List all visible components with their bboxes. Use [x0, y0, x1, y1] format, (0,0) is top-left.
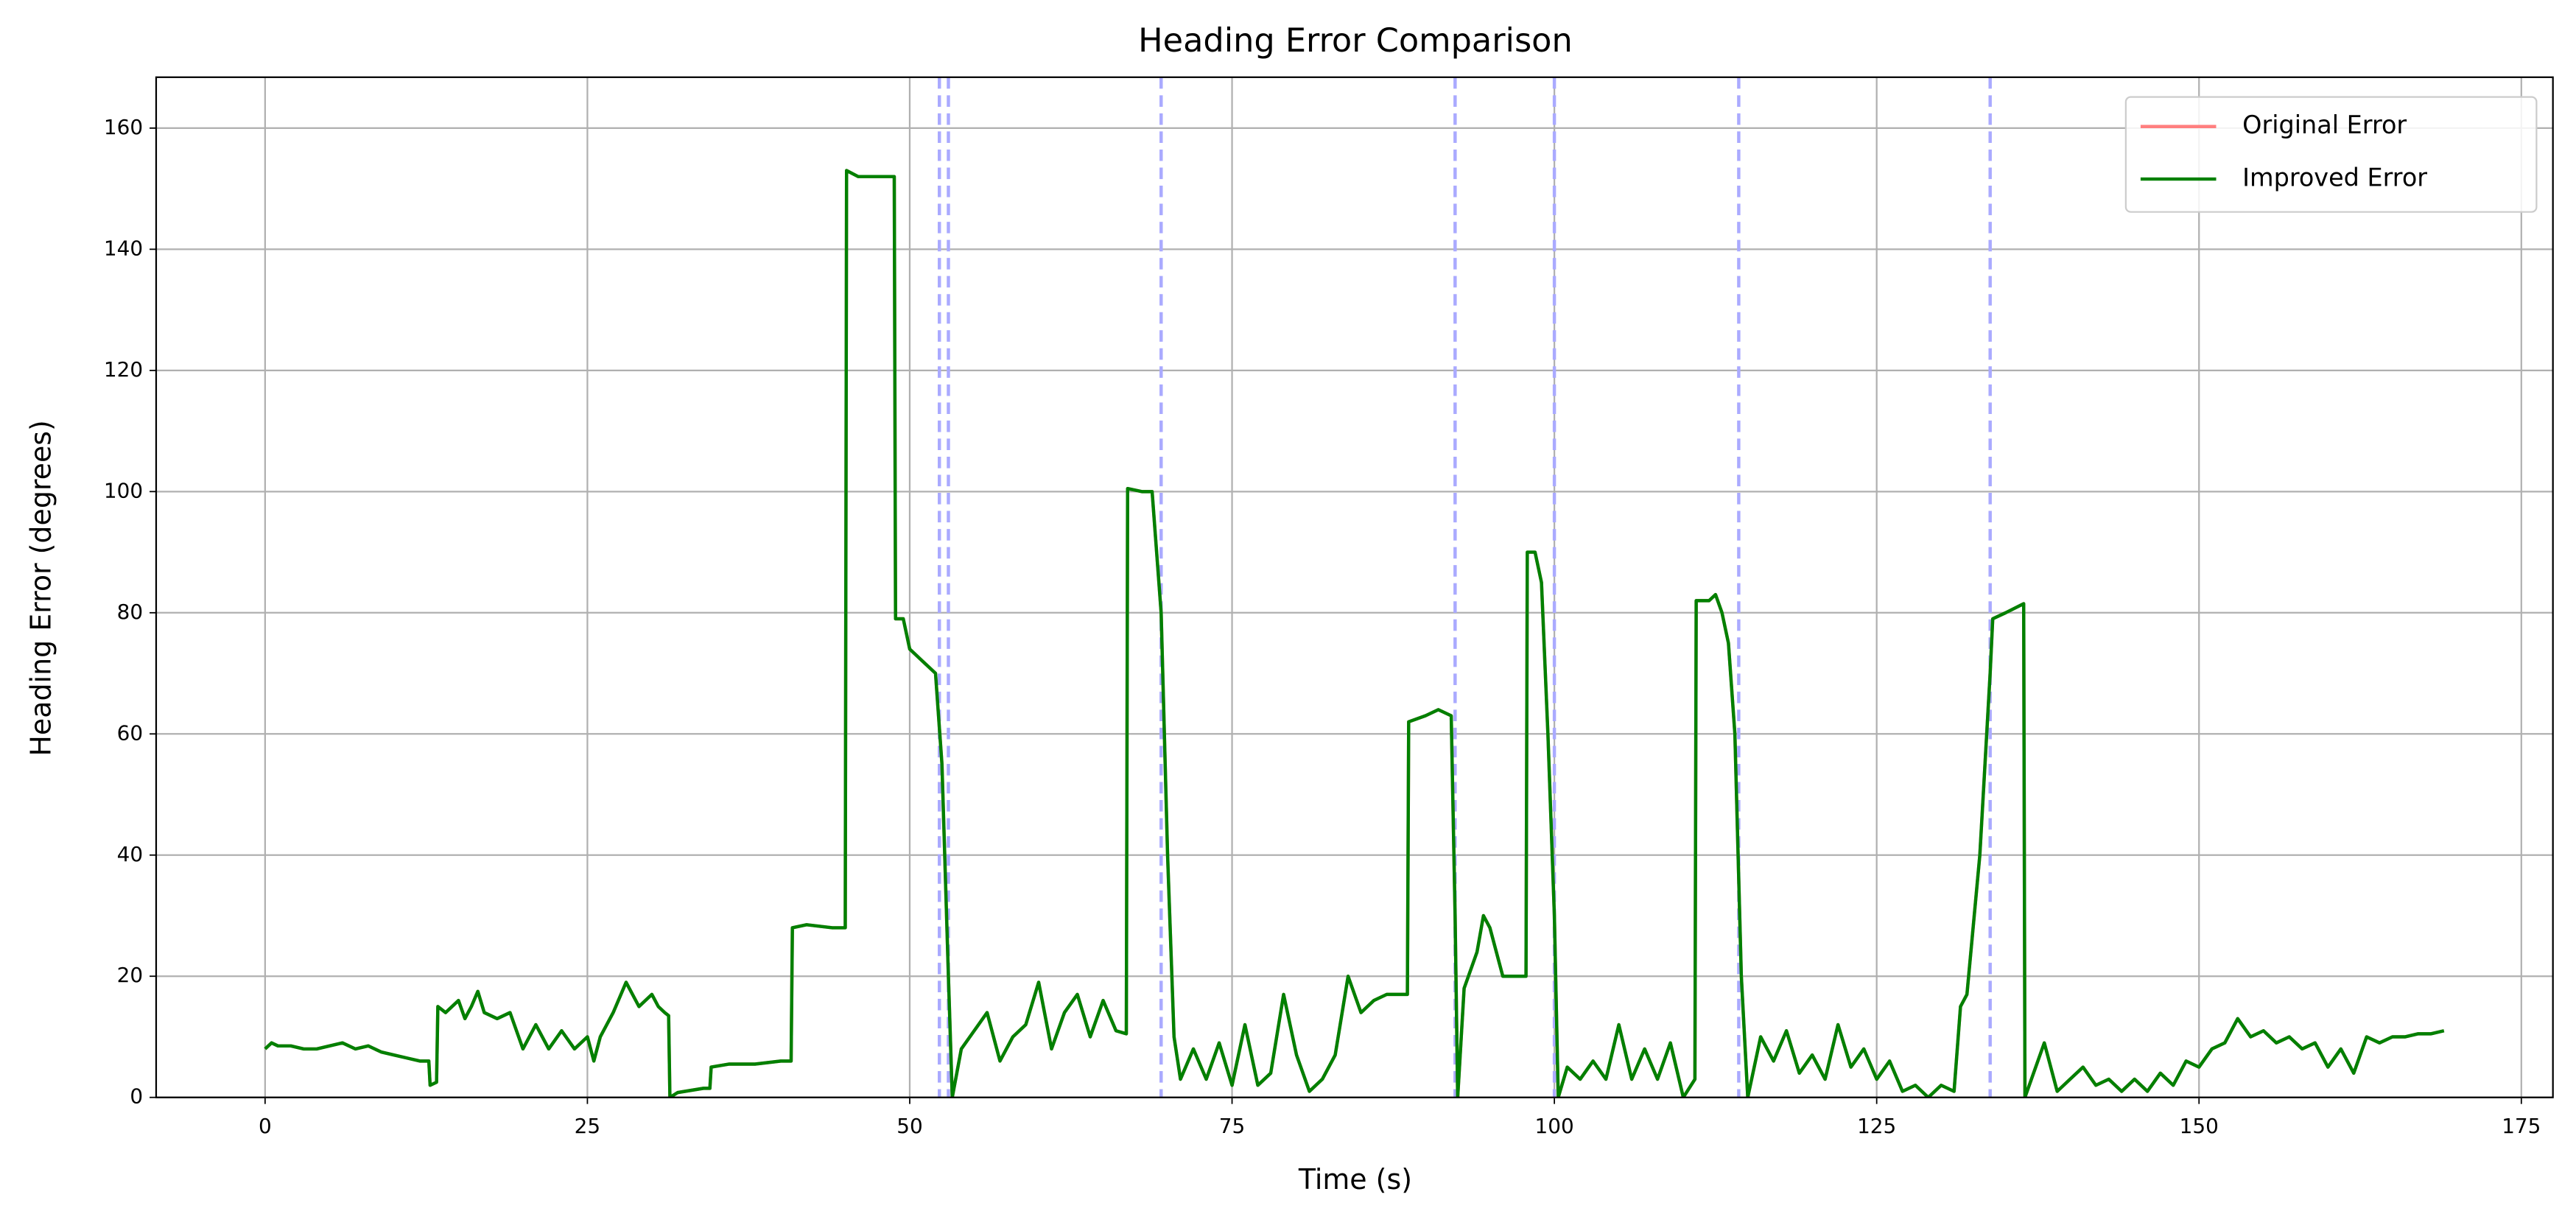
x-tick-label: 125 — [1857, 1114, 1896, 1138]
y-tick-label: 60 — [117, 720, 143, 745]
y-axis-label: Heading Error (degrees) — [25, 420, 57, 756]
x-tick-label: 150 — [2180, 1114, 2219, 1138]
plot-frame — [155, 76, 2554, 1098]
y-tick-label: 40 — [117, 842, 143, 866]
x-tick-label: 0 — [259, 1114, 272, 1138]
legend-label: Improved Error — [2242, 164, 2427, 192]
x-axis-label: Time (s) — [1298, 1163, 1412, 1196]
series-line — [264, 169, 2445, 1098]
y-tick-label: 0 — [130, 1084, 143, 1109]
y-tick-label: 80 — [117, 600, 143, 624]
x-tick-label: 75 — [1219, 1114, 1245, 1138]
legend-box — [2124, 96, 2538, 213]
x-tick-label: 25 — [575, 1114, 600, 1138]
y-tick-label: 20 — [117, 963, 143, 987]
y-tick-label: 160 — [104, 115, 143, 139]
y-tick-label: 120 — [104, 357, 143, 382]
x-tick-label: 175 — [2502, 1114, 2541, 1138]
legend-label: Original Error — [2242, 110, 2407, 139]
series-line — [264, 169, 2445, 1098]
y-tick-label: 140 — [104, 236, 143, 260]
x-tick-label: 50 — [896, 1114, 922, 1138]
chart-title: Heading Error Comparison — [1138, 21, 1573, 60]
x-tick-label: 100 — [1535, 1114, 1574, 1138]
y-tick-label: 100 — [104, 478, 143, 502]
